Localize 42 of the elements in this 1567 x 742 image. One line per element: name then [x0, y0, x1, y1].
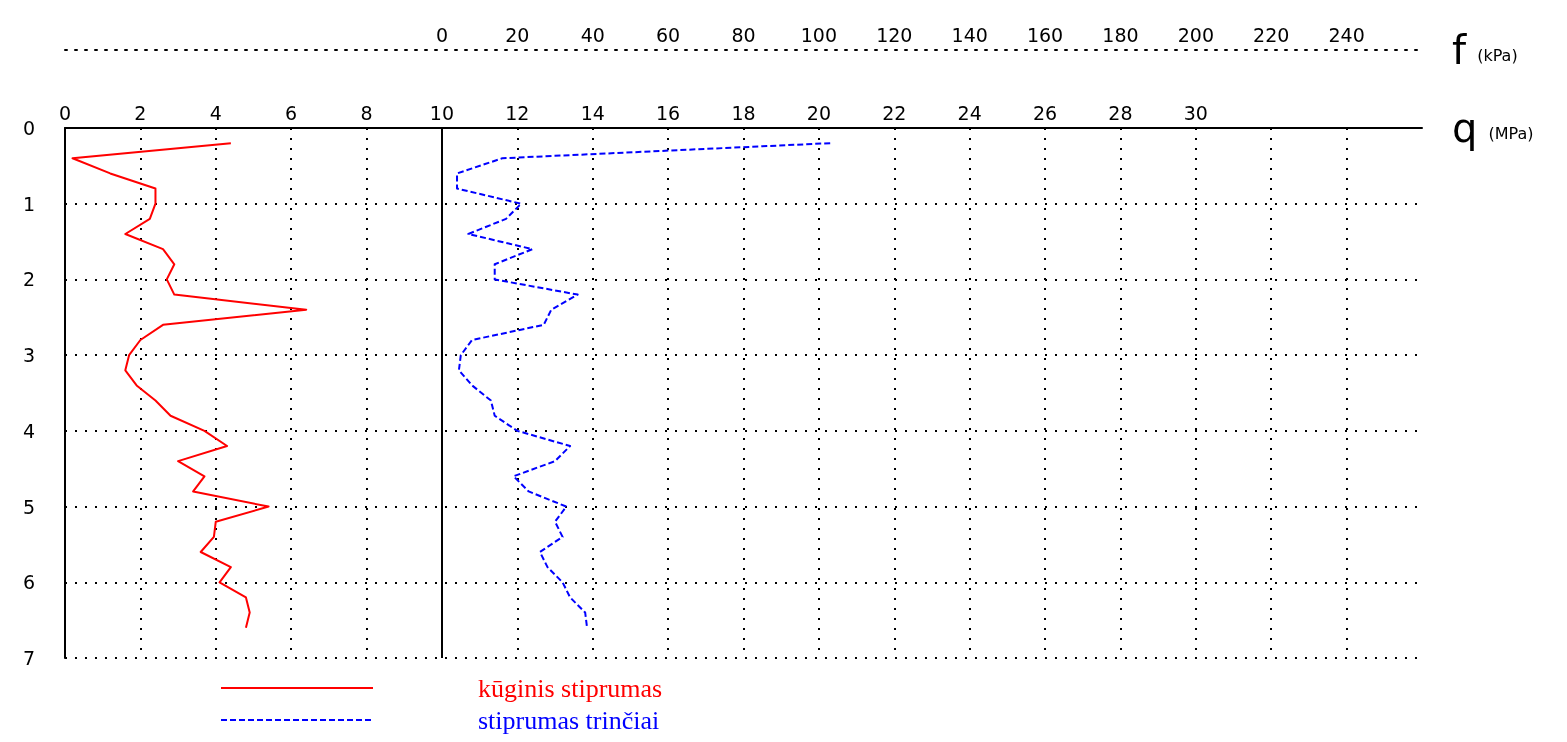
x-tick-label: 26: [1032, 101, 1058, 124]
x-tick-label: 8: [360, 101, 373, 124]
x-tick-label: 18: [731, 101, 756, 124]
x2-tick-label: 20: [505, 23, 530, 46]
x2-tick-label: 240: [1328, 23, 1365, 46]
x2-tick-label: 140: [951, 23, 988, 46]
x2-tick-label: 80: [731, 23, 756, 46]
x2-tick-label: 180: [1102, 23, 1139, 46]
x2-tick-label: 160: [1026, 23, 1064, 46]
y-tick-label: 1: [22, 192, 35, 215]
x2-tick-label: 0: [435, 23, 448, 46]
x-tick-label: 14: [580, 101, 605, 124]
text: kūginis stiprumas: [478, 673, 663, 703]
x-tick-label: 6: [285, 101, 298, 124]
x2-tick-label: 100: [800, 23, 838, 46]
y-tick-label: 3: [22, 344, 35, 367]
x-tick-label: 24: [957, 101, 982, 124]
x-tick-label: 20: [806, 101, 831, 124]
x-tick-label: 16: [656, 101, 681, 124]
x2-tick-label: 220: [1253, 23, 1290, 46]
y-tick-label: 4: [22, 419, 35, 442]
x2-tick-label: 120: [876, 23, 913, 46]
y-tick-label: 6: [22, 571, 35, 594]
x-tick-label: 2: [134, 101, 147, 124]
x2-tick-label: 200: [1177, 23, 1214, 46]
x-tick-label: 30: [1183, 101, 1208, 124]
x-tick-label: 22: [882, 101, 907, 124]
y-tick-label: 0: [22, 117, 35, 139]
x-tick-label: 0: [58, 101, 72, 124]
x-axis-title: q (MPa): [1452, 105, 1534, 151]
line-series: [71, 142, 308, 629]
x-tick-label: 28: [1108, 101, 1133, 124]
x2-tick-label: 60: [656, 23, 681, 46]
x-tick-label: 4: [209, 101, 222, 124]
text: stiprumas trinčiai: [478, 705, 660, 735]
x2-tick-label: 40: [580, 23, 605, 46]
y-tick-label: 2: [22, 268, 35, 291]
x-tick-label: 10: [429, 101, 455, 124]
y-tick-label: 5: [22, 495, 35, 518]
x2-axis-title: f (kPa): [1452, 27, 1518, 73]
y-tick-label: 7: [22, 647, 35, 669]
x-tick-label: 12: [505, 101, 530, 124]
